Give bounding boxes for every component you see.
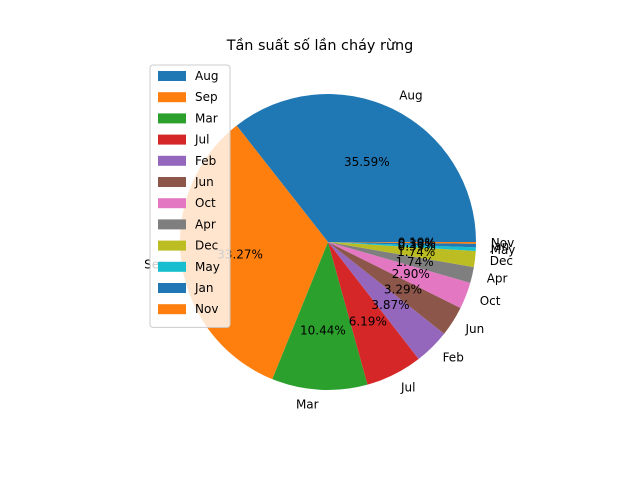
percent-label-mar: 10.44% xyxy=(300,324,346,338)
pie-slice-may xyxy=(328,242,476,252)
legend-swatch-aug xyxy=(158,71,186,81)
pie-slice-mar xyxy=(272,242,368,391)
slice-label-nov: Nov xyxy=(491,236,514,250)
percent-label-jan: 0.39% xyxy=(398,237,436,251)
slice-label-oct: Oct xyxy=(480,294,501,308)
legend-label-jan: Jan xyxy=(194,281,214,295)
legend-label-may: May xyxy=(195,260,220,274)
percent-label-feb: 3.87% xyxy=(371,298,409,312)
legend-label-feb: Feb xyxy=(195,154,216,168)
percent-label-jul: 6.19% xyxy=(349,314,387,328)
pie-slice-dec xyxy=(328,242,476,268)
percent-label-nov: 0.19% xyxy=(398,236,436,250)
slice-label-apr: Apr xyxy=(487,271,508,285)
legend-swatch-apr xyxy=(158,219,186,230)
legend-label-jun: Jun xyxy=(194,175,214,189)
slice-label-jun: Jun xyxy=(464,322,484,336)
slice-label-feb: Feb xyxy=(443,351,464,365)
pie-slice-nov xyxy=(328,242,476,244)
legend-label-oct: Oct xyxy=(195,196,216,210)
slice-label-may: May xyxy=(491,243,516,257)
legend: Aug Sep Mar Jul Feb Jun Oct Apr Dec May Jan Nov xyxy=(149,64,231,328)
legend-swatch-sep xyxy=(158,92,186,103)
slice-label-mar: Mar xyxy=(296,398,319,412)
legend-label-dec: Dec xyxy=(195,239,218,253)
percent-labels: 35.59%33.27%10.44%6.19%3.87%3.29%2.90%1.… xyxy=(217,155,436,338)
percent-label-apr: 1.74% xyxy=(396,255,434,269)
pie-slice-apr xyxy=(328,242,474,283)
percent-label-aug: 35.59% xyxy=(344,155,390,169)
legend-label-mar: Mar xyxy=(195,111,218,125)
legend-label-nov: Nov xyxy=(195,302,218,316)
legend-swatch-mar xyxy=(158,113,186,124)
percent-label-may: 0.39% xyxy=(398,239,436,253)
pie-slice-jul xyxy=(328,242,419,385)
pie-slice-jan xyxy=(328,242,476,248)
percent-label-jun: 3.29% xyxy=(384,283,422,297)
slice-label-jan: Jan xyxy=(490,239,510,253)
percent-label-dec: 1.74% xyxy=(397,245,435,259)
percent-label-oct: 2.90% xyxy=(392,267,430,281)
chart-title: Tần suất số lần cháy rừng xyxy=(226,37,414,54)
legend-swatch-may xyxy=(158,261,186,272)
legend-swatch-jan xyxy=(158,283,186,293)
legend-swatch-oct xyxy=(158,198,186,209)
legend-swatch-jun xyxy=(158,177,186,187)
legend-label-aug: Aug xyxy=(195,69,218,83)
legend-swatch-dec xyxy=(158,240,186,251)
slice-label-jul: Jul xyxy=(400,381,415,395)
pie-slice-feb xyxy=(328,242,445,359)
pie-slice-oct xyxy=(328,242,471,308)
slice-label-aug: Aug xyxy=(399,89,422,103)
legend-label-apr: Apr xyxy=(195,217,216,231)
legend-swatch-jul xyxy=(158,134,186,145)
slice-label-dec: Dec xyxy=(490,254,513,268)
legend-swatch-nov xyxy=(158,304,186,315)
pie-slice-jun xyxy=(328,242,461,334)
legend-swatch-feb xyxy=(158,155,186,166)
legend-label-jul: Jul xyxy=(194,133,209,147)
legend-label-sep: Sep xyxy=(195,90,218,104)
pie-slice-aug xyxy=(236,94,476,242)
